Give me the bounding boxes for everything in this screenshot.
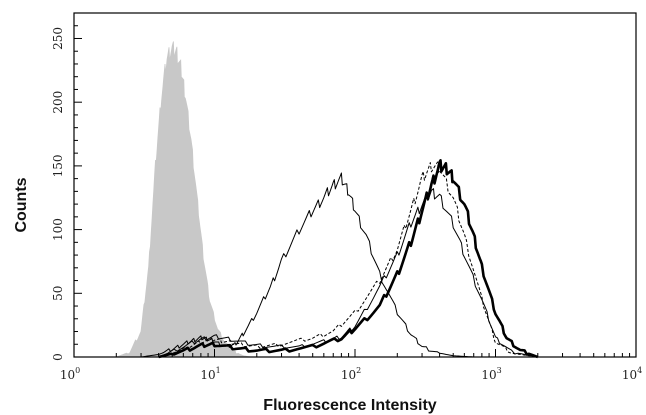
y-axis-title: Counts <box>13 177 30 232</box>
series-line-thin-solid <box>158 188 538 358</box>
x-tick-label: 101 <box>200 366 220 382</box>
y-tick-label: 150 <box>51 154 65 177</box>
x-tick-label: 102 <box>341 366 361 382</box>
series-layer <box>116 41 539 359</box>
x-tick-label: 100 <box>60 366 80 382</box>
y-tick-label: 100 <box>51 218 65 241</box>
y-tick-label: 50 <box>51 286 65 301</box>
tick-labels: 100 101 102 103 104 0 50 100 150 200 250 <box>51 27 642 382</box>
series-line-thin-solid <box>140 172 474 358</box>
y-tick-label: 0 <box>51 353 65 361</box>
x-tick-label: 103 <box>481 366 501 382</box>
axis-ticks <box>73 12 637 358</box>
series-line-dashed <box>158 161 538 358</box>
y-tick-label: 200 <box>51 91 65 114</box>
series-filled-histogram <box>116 41 251 358</box>
x-tick-label: 104 <box>622 366 642 382</box>
y-tick-label: 250 <box>51 27 65 50</box>
x-axis-title: Fluorescence Intensity <box>263 397 436 414</box>
series-line-thick-solid <box>158 159 539 359</box>
